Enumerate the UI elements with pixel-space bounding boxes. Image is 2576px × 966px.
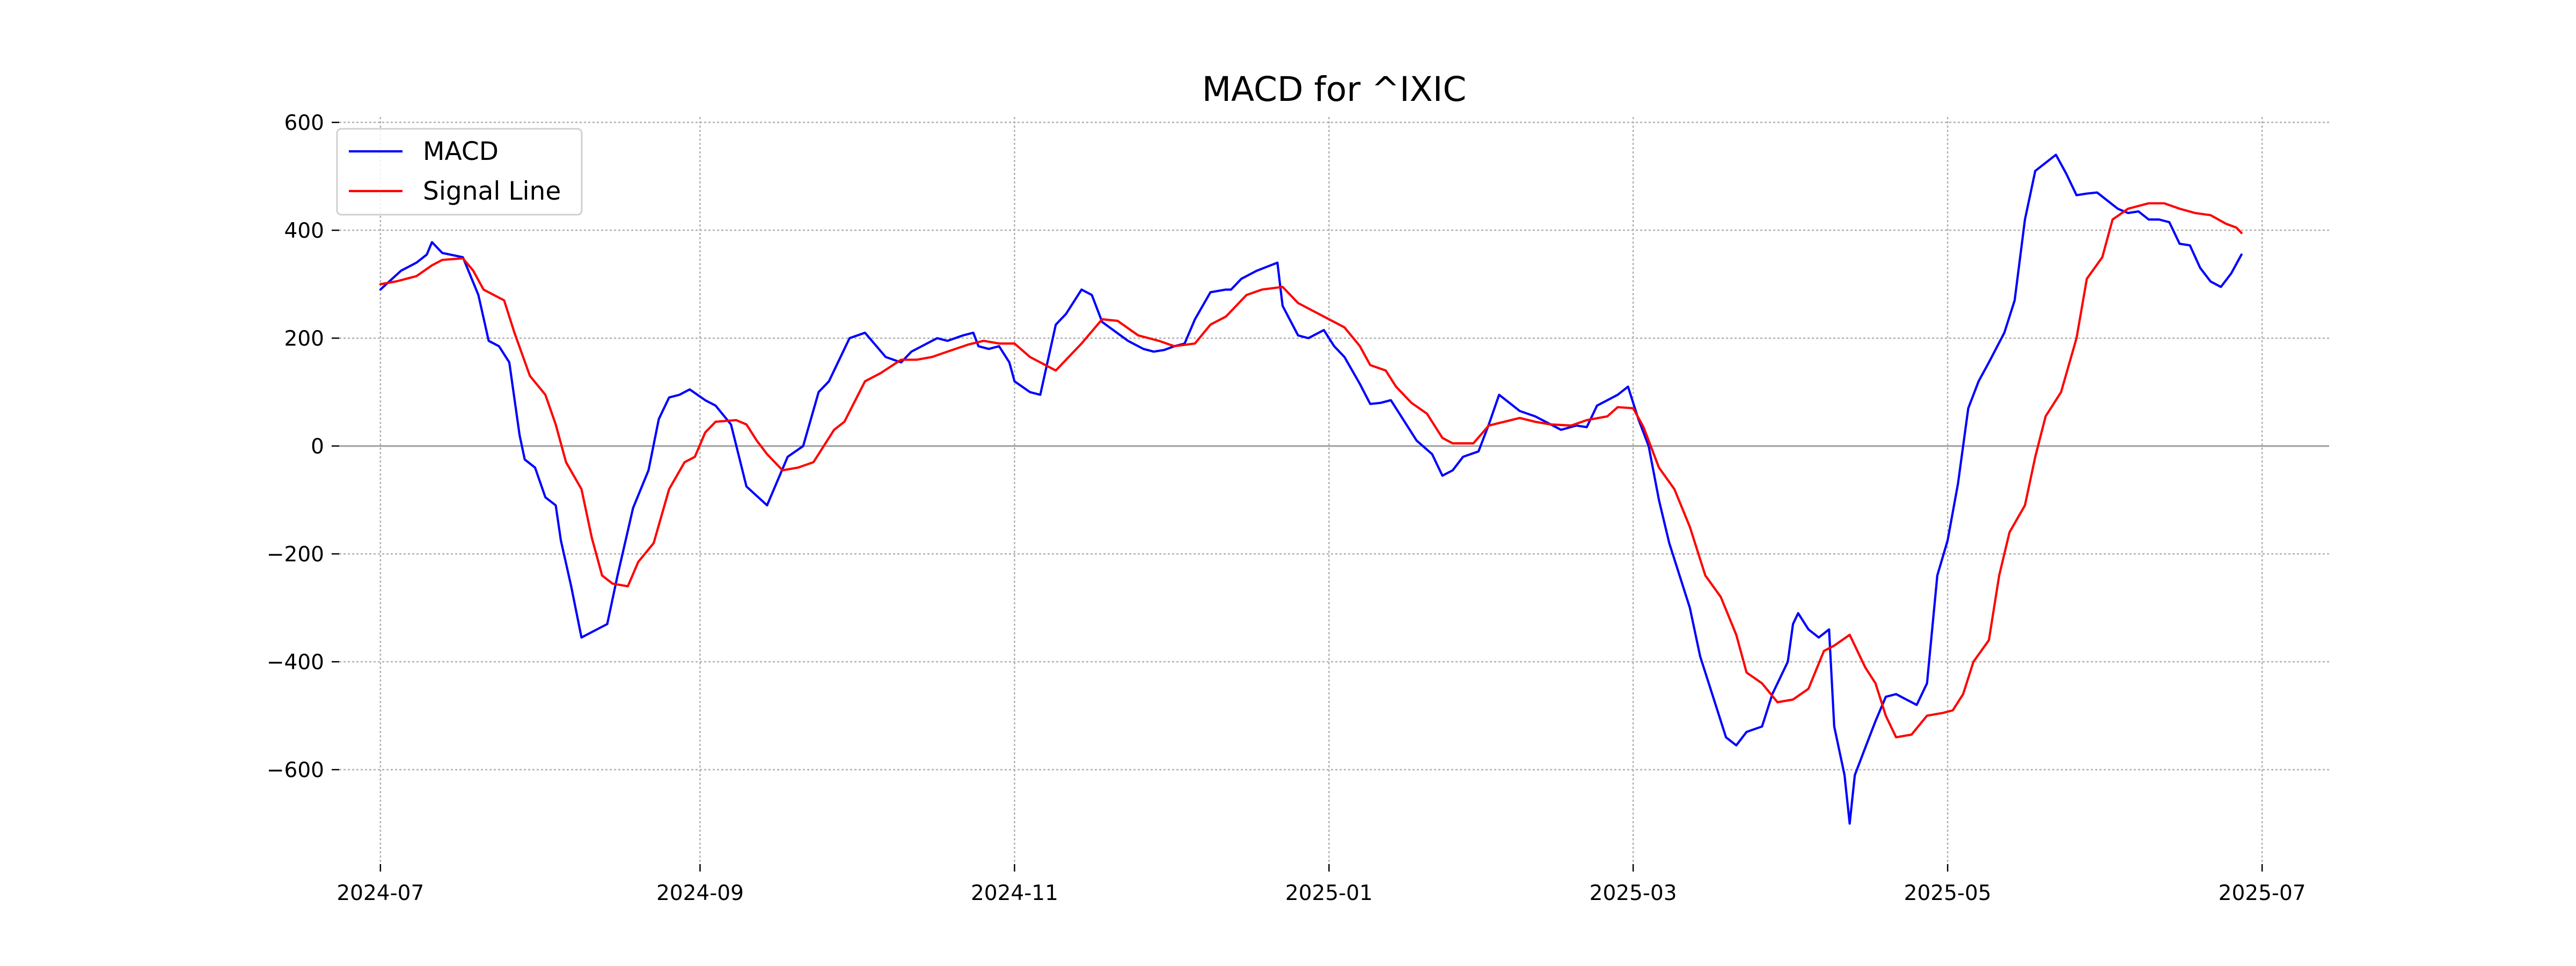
y-tick-label: 600: [284, 111, 324, 135]
horizontal-gridlines: [339, 121, 2329, 771]
x-tick-label: 2025-05: [1904, 881, 1992, 905]
axes-background: [339, 117, 2329, 864]
x-tick-label: 2024-07: [336, 881, 424, 905]
x-tick-label: 2025-07: [2219, 881, 2306, 905]
x-tick-label: 2025-01: [1285, 881, 1373, 905]
x-tick-label: 2024-09: [656, 881, 744, 905]
x-axis-ticks: 2024-07 2024-09 2024-11 2025-01 2025-03 2025-…: [336, 864, 2306, 905]
x-tick-label: 2024-11: [971, 881, 1058, 905]
vertical-gridlines: [379, 117, 2263, 864]
y-tick-label: 0: [311, 435, 324, 459]
x-tick-label: 2025-03: [1590, 881, 1677, 905]
series-lines: [379, 153, 2243, 825]
y-tick-label: 200: [284, 327, 324, 351]
y-tick-label: 400: [284, 219, 324, 243]
y-tick-label: −400: [267, 650, 324, 675]
plot-area: [339, 117, 2329, 864]
y-tick-label: −600: [267, 758, 324, 782]
y-tick-label: −200: [267, 543, 324, 567]
series-line-macd: [379, 153, 2243, 825]
legend-label: Signal Line: [423, 177, 561, 206]
series-line-signal-line: [379, 202, 2243, 738]
chart-title: MACD for ^IXIC: [1202, 70, 1467, 109]
legend-label: MACD: [423, 137, 499, 166]
y-axis-ticks: −600 −400 −200 0 200 400 600: [267, 111, 339, 782]
legend: MACD Signal Line: [336, 128, 583, 216]
